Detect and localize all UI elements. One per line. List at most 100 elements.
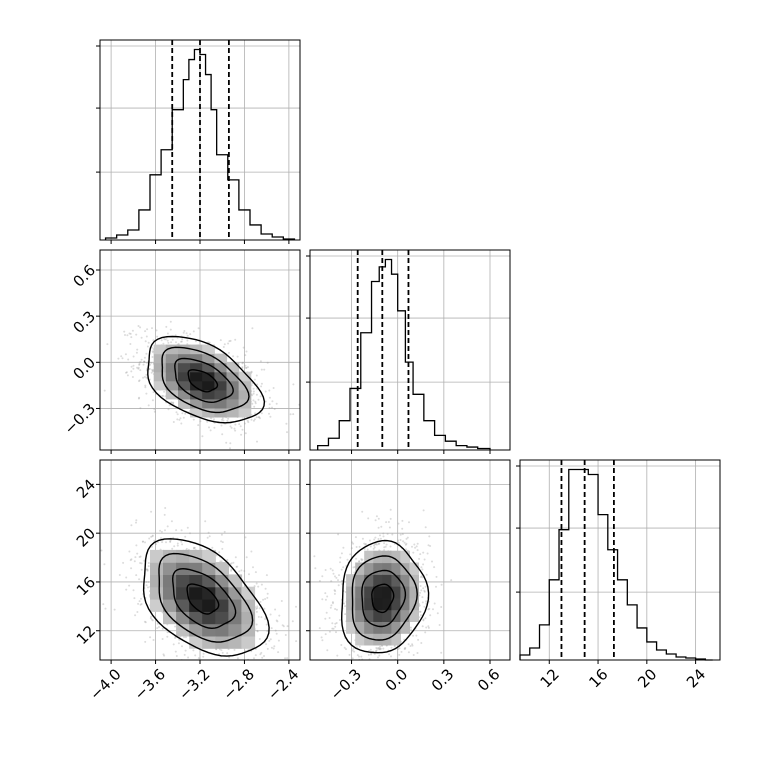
scatter-point bbox=[186, 339, 189, 342]
scatter-point bbox=[128, 332, 131, 335]
density-cell bbox=[214, 380, 228, 391]
scatter-point bbox=[377, 526, 380, 529]
scatter-point bbox=[351, 541, 354, 544]
scatter-point bbox=[364, 543, 367, 546]
scatter-point bbox=[372, 547, 375, 550]
scatter-point bbox=[151, 368, 154, 371]
scatter-point bbox=[361, 510, 364, 513]
scatter-point bbox=[223, 661, 225, 663]
scatter-point bbox=[291, 620, 294, 623]
scatter-point bbox=[277, 639, 280, 642]
scatter-point bbox=[149, 363, 152, 366]
scatter-point bbox=[358, 662, 360, 664]
scatter-point bbox=[144, 384, 147, 387]
scatter-point bbox=[163, 654, 166, 657]
scatter-point bbox=[182, 331, 185, 334]
x-tick-label: 0.0 bbox=[382, 665, 412, 695]
scatter-point bbox=[258, 662, 260, 664]
scatter-point bbox=[238, 423, 241, 426]
scatter-point bbox=[174, 625, 177, 628]
contour-line bbox=[187, 369, 219, 393]
scatter-point bbox=[334, 622, 337, 625]
scatter-point bbox=[259, 360, 262, 363]
scatter-point bbox=[151, 327, 153, 330]
density-cell bbox=[214, 371, 228, 382]
scatter-point bbox=[218, 673, 220, 675]
density-cell bbox=[391, 633, 401, 646]
scatter-point bbox=[176, 542, 179, 545]
scatter-point bbox=[397, 522, 400, 525]
scatter-point bbox=[174, 637, 177, 639]
scatter-point bbox=[324, 633, 327, 636]
scatter-point bbox=[255, 374, 258, 377]
histogram-p2 bbox=[516, 459, 721, 664]
density-cell bbox=[153, 380, 167, 391]
scatter-point bbox=[276, 620, 279, 623]
scatter-point bbox=[128, 550, 131, 553]
scatter-point bbox=[399, 539, 402, 541]
scatter-point bbox=[255, 416, 258, 419]
contour-line bbox=[186, 583, 220, 615]
scatter-point bbox=[330, 580, 333, 583]
scatter-point bbox=[187, 656, 190, 659]
scatter-point bbox=[142, 540, 145, 543]
density-cell bbox=[190, 353, 203, 364]
scatter-point bbox=[186, 334, 189, 337]
density-cell bbox=[409, 562, 419, 575]
scatter-point bbox=[218, 551, 221, 554]
scatter-point bbox=[331, 622, 334, 625]
scatter-point bbox=[240, 433, 243, 436]
scatter-point bbox=[284, 657, 287, 660]
scatter-point bbox=[261, 656, 264, 659]
scatter-point bbox=[161, 394, 164, 397]
density-cell bbox=[391, 621, 401, 634]
scatter-point bbox=[150, 361, 153, 364]
scatter-point bbox=[142, 363, 145, 366]
scatter-point bbox=[169, 328, 172, 331]
scatter-point bbox=[125, 371, 128, 374]
scatter-point bbox=[122, 561, 125, 564]
scatter-point bbox=[213, 426, 216, 429]
density-cell bbox=[214, 389, 228, 400]
scatter-point bbox=[245, 350, 248, 353]
scatter-point bbox=[161, 627, 164, 630]
scatter-point bbox=[153, 539, 156, 542]
scatter-point bbox=[397, 541, 400, 544]
density-cell bbox=[153, 344, 167, 355]
scatter-point bbox=[183, 636, 185, 639]
scatter-point bbox=[373, 538, 376, 541]
scatter-point bbox=[426, 552, 429, 555]
scatter-point bbox=[424, 526, 427, 529]
scatter-point bbox=[232, 673, 234, 675]
scatter-point bbox=[126, 334, 129, 337]
density-cell bbox=[241, 586, 256, 600]
scatter-point bbox=[389, 517, 392, 520]
scatter-point bbox=[148, 368, 151, 371]
scatter-point bbox=[292, 413, 295, 416]
scatter-point bbox=[216, 664, 218, 666]
scatter-point bbox=[252, 387, 255, 390]
scatter-point bbox=[379, 648, 382, 651]
scatter-point bbox=[410, 628, 412, 631]
scatter-point bbox=[418, 616, 421, 619]
scatter-point bbox=[156, 622, 159, 625]
scatter-point bbox=[171, 547, 174, 550]
scatter-point bbox=[136, 366, 139, 369]
scatter-point bbox=[238, 661, 240, 663]
density-cell bbox=[165, 362, 179, 373]
scatter-point bbox=[173, 545, 176, 548]
scatter-point bbox=[143, 620, 146, 623]
scatter-point bbox=[335, 622, 338, 624]
scatter-point bbox=[419, 591, 422, 594]
scatter-point bbox=[343, 646, 346, 649]
scatter-point bbox=[165, 325, 168, 328]
scatter-point bbox=[269, 638, 272, 641]
scatter-point bbox=[260, 583, 263, 586]
scatter-point bbox=[265, 643, 268, 646]
contour-line bbox=[147, 335, 266, 424]
scatter-point bbox=[163, 338, 166, 341]
scatter-point bbox=[264, 587, 267, 590]
scatter-point bbox=[160, 530, 163, 533]
scatter-point bbox=[424, 617, 427, 620]
